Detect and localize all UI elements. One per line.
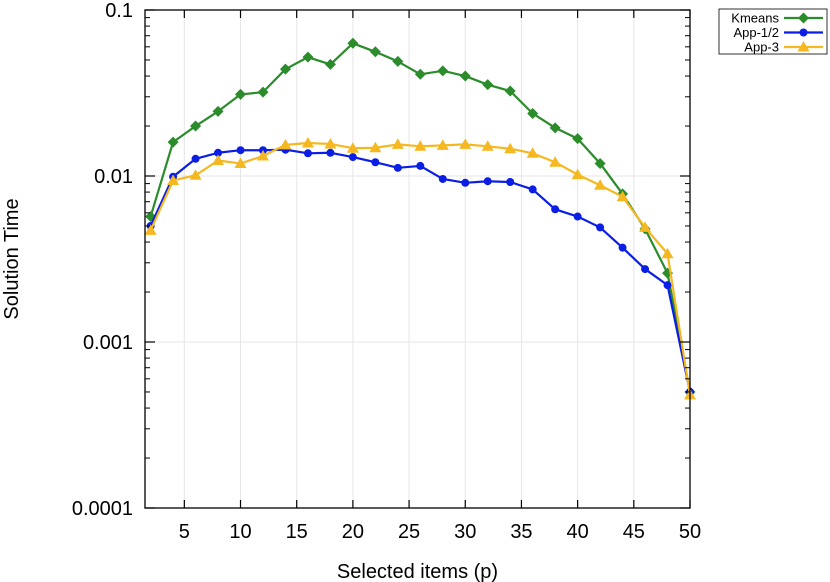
y-tick-label: 0.01 bbox=[94, 166, 133, 188]
data-point bbox=[236, 146, 245, 155]
data-point bbox=[506, 178, 515, 187]
data-point bbox=[572, 133, 584, 145]
data-point bbox=[167, 136, 179, 148]
x-tick-label: 5 bbox=[179, 521, 190, 543]
data-point bbox=[483, 177, 492, 186]
data-point bbox=[191, 154, 200, 163]
data-point bbox=[393, 163, 402, 172]
grid bbox=[145, 10, 691, 508]
y-tick-label: 0.001 bbox=[83, 332, 133, 354]
data-point bbox=[257, 86, 269, 98]
x-tick-label: 35 bbox=[510, 521, 532, 543]
x-tick-label: 40 bbox=[567, 521, 589, 543]
data-point bbox=[527, 107, 539, 119]
y-tick-label: 0.0001 bbox=[72, 498, 133, 520]
series-line bbox=[149, 42, 692, 393]
data-point bbox=[481, 140, 494, 151]
data-point bbox=[438, 174, 447, 183]
data-point bbox=[214, 148, 223, 157]
data-point bbox=[414, 140, 427, 151]
data-point bbox=[371, 158, 380, 167]
x-tick-label: 50 bbox=[679, 521, 701, 543]
data-point bbox=[347, 37, 359, 49]
data-point bbox=[279, 63, 291, 75]
data-point bbox=[549, 156, 562, 167]
data-point bbox=[414, 68, 426, 80]
series-app-1-2 bbox=[146, 145, 694, 396]
data-point bbox=[235, 88, 247, 100]
data-point bbox=[459, 70, 471, 82]
data-point bbox=[504, 142, 517, 154]
data-point bbox=[212, 105, 224, 117]
data-point bbox=[301, 137, 314, 148]
y-axis-title: Solution Time bbox=[1, 198, 23, 319]
data-point bbox=[616, 190, 629, 202]
data-point bbox=[571, 168, 584, 180]
data-point bbox=[279, 138, 292, 150]
legend-swatch-marker bbox=[799, 28, 808, 37]
data-point bbox=[528, 185, 537, 194]
data-point bbox=[189, 169, 202, 180]
data-point bbox=[234, 157, 247, 168]
x-tick-label: 10 bbox=[229, 521, 251, 543]
data-point bbox=[504, 85, 516, 97]
data-point bbox=[303, 149, 312, 158]
data-point bbox=[436, 139, 449, 150]
data-point bbox=[596, 223, 605, 232]
legend-label: App-1/2 bbox=[733, 25, 779, 40]
series-lines bbox=[144, 37, 696, 400]
data-point bbox=[573, 212, 582, 221]
data-point bbox=[348, 153, 357, 162]
data-point bbox=[391, 138, 404, 149]
data-point bbox=[618, 243, 627, 252]
data-point bbox=[416, 161, 425, 170]
x-tick-label: 20 bbox=[342, 521, 364, 543]
x-tick-label: 30 bbox=[454, 521, 476, 543]
data-point bbox=[437, 65, 449, 77]
data-point bbox=[190, 120, 202, 132]
data-point bbox=[461, 178, 470, 187]
data-point bbox=[392, 55, 404, 67]
data-point bbox=[482, 79, 494, 91]
data-point bbox=[167, 174, 180, 185]
data-point bbox=[459, 138, 472, 149]
axis-ticks: 5 10 15 20 25 30 35 40 45 50 0.0001 0.001 0.01 0.1 bbox=[72, 0, 701, 543]
plot-frame bbox=[144, 9, 691, 509]
data-point bbox=[639, 221, 652, 232]
data-point bbox=[594, 179, 607, 190]
data-point bbox=[256, 149, 269, 161]
legend-swatch-marker bbox=[797, 41, 810, 52]
y-tick-label: 0.1 bbox=[105, 0, 133, 22]
x-axis-title: Selected items (p) bbox=[337, 561, 498, 582]
data-point bbox=[324, 58, 336, 70]
data-point bbox=[641, 265, 650, 274]
data-point bbox=[369, 46, 381, 58]
data-point bbox=[144, 224, 157, 235]
x-tick-label: 15 bbox=[286, 521, 308, 543]
series-kmeans bbox=[145, 37, 696, 398]
data-point bbox=[346, 142, 359, 153]
data-point bbox=[326, 148, 335, 157]
data-point bbox=[594, 157, 606, 169]
data-point bbox=[369, 141, 382, 153]
legend-label: App-3 bbox=[744, 40, 779, 55]
data-point bbox=[302, 51, 314, 63]
x-tick-label: 45 bbox=[623, 521, 645, 543]
x-tick-label: 25 bbox=[398, 521, 420, 543]
series-line bbox=[149, 141, 692, 396]
data-point bbox=[212, 154, 225, 165]
data-point bbox=[324, 137, 337, 149]
legend-swatch-marker bbox=[798, 12, 809, 24]
data-point bbox=[551, 205, 560, 214]
series-app-3 bbox=[144, 137, 696, 400]
data-point bbox=[526, 147, 539, 158]
data-point bbox=[661, 247, 674, 259]
series-line bbox=[149, 148, 692, 393]
data-point bbox=[663, 281, 672, 290]
legend-label: Kmeans bbox=[731, 11, 779, 26]
data-point bbox=[549, 122, 561, 134]
